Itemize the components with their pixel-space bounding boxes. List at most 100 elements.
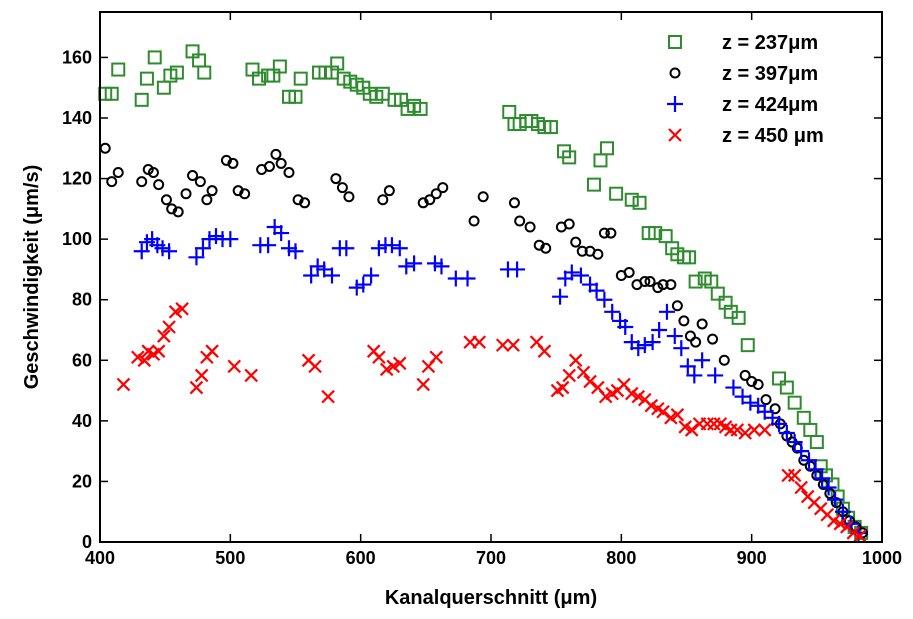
data-point-s2-68: [778, 424, 795, 441]
data-point-s2-57: [679, 358, 696, 375]
data-point-s1-34: [437, 182, 449, 194]
data-point-s2-41: [563, 264, 580, 281]
legend-item-3: z = 450 μm: [668, 125, 824, 147]
data-point-s1-8: [166, 203, 178, 215]
data-point-s1-37: [508, 197, 520, 209]
data-point-s0-65: [731, 310, 746, 325]
data-point-s1-6: [153, 179, 165, 191]
data-point-s1-54: [644, 276, 656, 288]
data-point-s1-18: [239, 188, 251, 200]
data-point-s3-24: [416, 377, 431, 392]
data-point-s1-62: [696, 318, 708, 330]
axis-ticks-layer: 400 500 600 700 800 900 1000 0 20 40 60 80 100 120 140…: [62, 12, 902, 568]
data-point-s2-56: [673, 340, 690, 357]
data-point-s1-28: [343, 191, 355, 203]
legend-marker-1: [669, 67, 681, 79]
data-point-s1-53: [639, 276, 651, 288]
data-point-s2-63: [742, 394, 759, 411]
data-point-s0-45: [562, 150, 577, 165]
x-tick-label-3: 700: [476, 548, 506, 568]
data-point-s0-72: [809, 435, 824, 450]
data-point-s1-51: [623, 266, 635, 278]
legend-item-0: z = 237μm: [668, 32, 818, 54]
data-point-s0-3: [134, 92, 149, 107]
data-point-s2-24: [348, 279, 365, 296]
data-point-s1-22: [275, 157, 287, 169]
data-point-s1-11: [187, 170, 199, 182]
data-point-s2-53: [651, 322, 668, 338]
data-point-s3-23: [392, 356, 407, 371]
data-point-s3-66: [794, 480, 808, 495]
data-point-s2-23: [338, 240, 355, 257]
data-point-s2-46: [604, 303, 621, 320]
data-point-s1-30: [383, 185, 395, 197]
data-point-s2-38: [509, 261, 526, 278]
data-point-s0-43: [543, 120, 558, 135]
data-point-s1-21: [270, 148, 282, 160]
data-point-s2-27: [370, 240, 387, 257]
y-tick-label-4: 80: [72, 290, 92, 310]
y-tick-label-5: 100: [62, 229, 92, 249]
legend-symbol-3: [668, 128, 682, 142]
data-point-s1-17: [232, 185, 244, 197]
data-point-s2-50: [630, 340, 647, 357]
data-point-s1-45: [576, 245, 588, 257]
legend-item-1: z = 397μm: [669, 63, 818, 85]
data-point-s3-18: [321, 389, 335, 404]
legend-label-0: z = 237μm: [722, 32, 818, 54]
data-point-s0-1: [104, 86, 119, 101]
legend-item-2: z = 424μm: [667, 94, 818, 116]
legend-label-3: z = 450 μm: [722, 125, 824, 147]
series-0: [98, 44, 869, 540]
data-point-s2-55: [666, 328, 683, 345]
data-point-s0-13: [252, 71, 267, 86]
data-point-s1-61: [690, 336, 702, 348]
data-point-s1-43: [563, 218, 575, 230]
y-tick-label-8: 160: [62, 47, 92, 67]
series-1: [99, 142, 868, 539]
data-point-s3-32: [537, 344, 552, 358]
x-tick-label-5: 900: [737, 548, 767, 568]
data-point-s2-17: [287, 243, 304, 260]
data-point-s1-48: [598, 227, 610, 239]
data-point-s2-70: [793, 443, 810, 460]
data-point-s1-13: [201, 194, 213, 206]
data-point-s3-63: [757, 423, 772, 437]
legend-label-2: z = 424μm: [722, 94, 818, 116]
data-point-s1-25: [299, 197, 311, 209]
data-point-s1-44: [570, 236, 582, 248]
data-point-s2-67: [771, 415, 788, 432]
data-point-s3-62: [747, 423, 762, 437]
data-point-s0-58: [682, 250, 697, 265]
data-point-s1-36: [477, 191, 489, 203]
data-point-s2-69: [786, 434, 803, 451]
data-point-s1-65: [739, 369, 751, 381]
data-point-s2-44: [588, 282, 605, 299]
data-point-s1-1: [106, 176, 118, 188]
x-tick-label-4: 800: [606, 548, 636, 568]
data-point-s1-39: [524, 221, 536, 233]
x-tick-label-2: 600: [346, 548, 376, 568]
data-point-s3-37: [576, 365, 591, 380]
data-point-s2-45: [596, 291, 613, 308]
y-tick-label-7: 140: [62, 108, 92, 128]
data-point-s3-38: [583, 374, 597, 389]
legend-marker-2: [667, 96, 683, 112]
data-point-s2-4: [154, 240, 171, 257]
y-tick-label-1: 20: [72, 471, 92, 491]
data-point-s3-13: [205, 344, 219, 358]
data-point-s1-69: [769, 403, 781, 415]
data-point-s0-53: [648, 226, 663, 241]
data-point-s1-29: [377, 194, 389, 206]
data-point-s1-9: [172, 206, 184, 218]
data-point-s3-6: [157, 329, 171, 343]
data-point-s0-62: [710, 286, 725, 301]
data-point-s0-67: [772, 371, 787, 386]
data-point-s1-23: [283, 167, 295, 179]
data-point-s2-42: [572, 267, 589, 284]
data-point-s1-40: [533, 239, 545, 251]
data-point-s1-12: [194, 176, 206, 188]
